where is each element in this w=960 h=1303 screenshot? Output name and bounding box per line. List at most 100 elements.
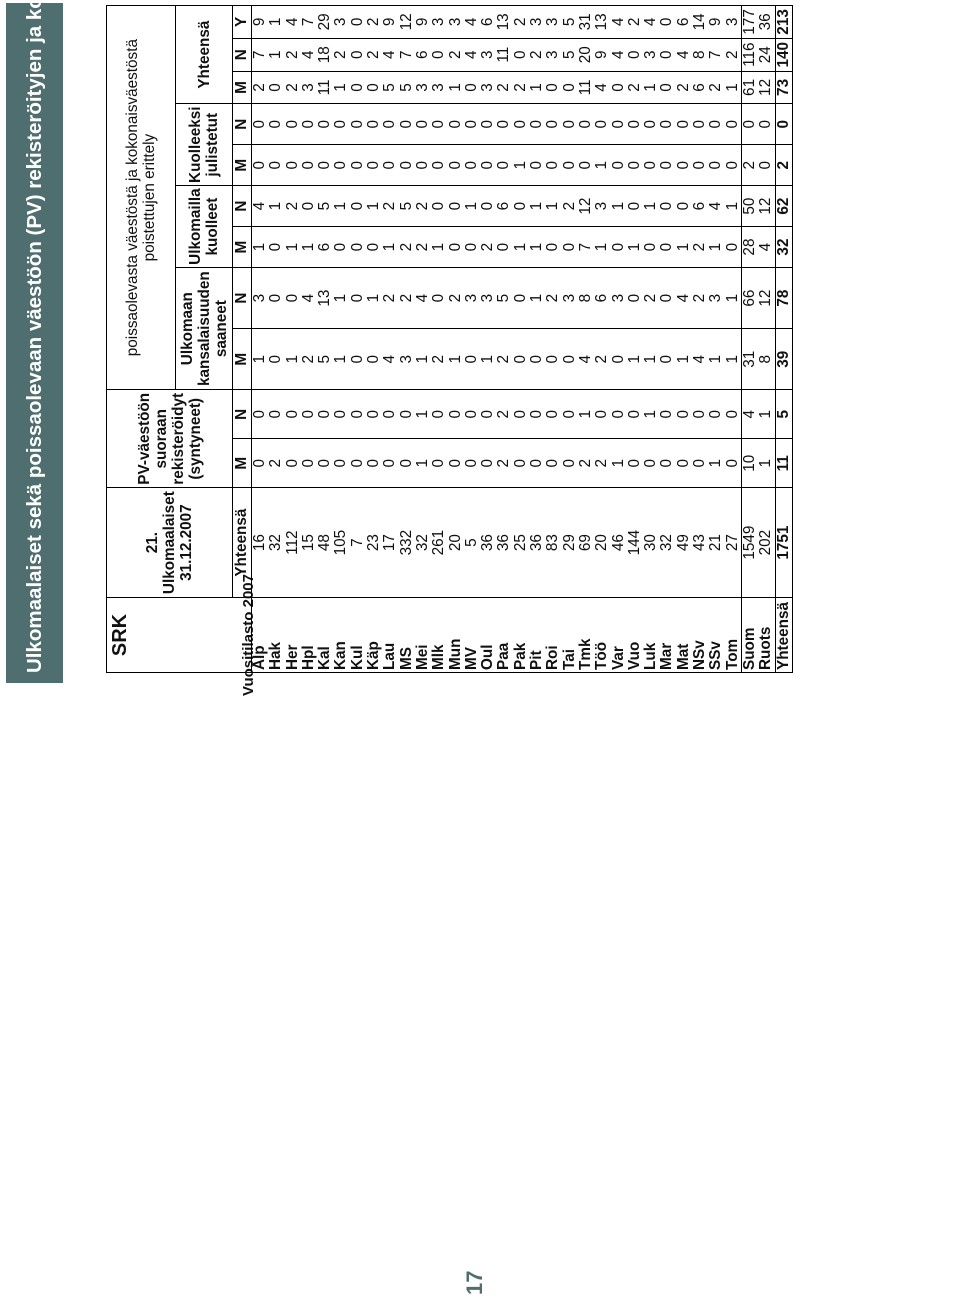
table-cell: 3 — [528, 5, 546, 39]
table-cell: 3 — [724, 5, 742, 39]
table-cell: 78 — [775, 267, 793, 329]
table-cell: 5 — [316, 328, 334, 390]
row-label: Mar — [658, 597, 676, 673]
table-cell: 39 — [775, 328, 793, 390]
table-cell: 2 — [365, 38, 383, 72]
table-cell: 3 — [479, 71, 497, 104]
table-cell: 1 — [512, 144, 530, 186]
table-cell: 24 — [757, 38, 775, 72]
table-row: Käp 23 0 0 0 1 0 1 0 0 0 2 2 — [365, 5, 383, 673]
table-cell: 36 — [479, 487, 497, 598]
table-cell: 0 — [365, 103, 383, 145]
table-cell: 1 — [267, 185, 285, 227]
table-cell: 2 — [691, 267, 709, 329]
table-cell: 2 — [495, 389, 513, 439]
table-cell: 1 — [642, 71, 660, 104]
table-cell: 0 — [610, 328, 627, 390]
table-row: Mar 32 0 0 0 0 0 0 0 0 0 0 0 — [658, 5, 676, 673]
table-cell: 1 — [284, 226, 301, 268]
table-cell: 0 — [381, 438, 399, 488]
table-cell: 0 — [300, 438, 318, 488]
table-cell: 0 — [381, 103, 399, 145]
table-cell: 0 — [658, 144, 676, 186]
table-cell: 2 — [284, 71, 301, 104]
table-cell: 1 — [267, 38, 285, 72]
table-cell: 0 — [610, 226, 627, 268]
table-cell: 0 — [251, 144, 269, 186]
table-cell: 1 — [414, 328, 432, 390]
table-row: Mlk 261 0 0 2 0 1 0 0 0 3 0 3 — [430, 5, 448, 673]
table-cell: 31 — [577, 5, 595, 39]
table-cell: 0 — [610, 144, 627, 186]
table-cell: 0 — [495, 226, 513, 268]
table-cell: 1751 — [775, 487, 793, 598]
table-cell: 4 — [593, 71, 611, 104]
table-cell: 0 — [577, 103, 595, 145]
table-cell: 1 — [577, 389, 595, 439]
table-cell: 12 — [757, 185, 775, 227]
table-cell: 0 — [332, 144, 350, 186]
table-cell: 0 — [707, 389, 725, 439]
table-cell: 202 — [757, 487, 775, 598]
table-cell: 2 — [707, 71, 725, 104]
table-cell: 4 — [741, 389, 759, 439]
table-cell: 3 — [398, 328, 415, 390]
table-cell: 0 — [398, 438, 415, 488]
table-cell: 1 — [332, 71, 350, 104]
table-cell: 0 — [561, 144, 578, 186]
table-cell: 1 — [430, 226, 448, 268]
table-cell: 73 — [775, 71, 793, 104]
m-col-header: M — [232, 144, 252, 186]
table-cell: 0 — [267, 389, 285, 439]
table-cell: 3 — [300, 71, 318, 104]
table-cell: 3 — [430, 71, 448, 104]
table-cell: 0 — [528, 389, 546, 439]
table-cell: 46 — [610, 487, 627, 598]
table-cell: 0 — [284, 438, 301, 488]
m-col-header: M — [232, 438, 252, 488]
table-cell: 0 — [642, 144, 660, 186]
table-cell: 0 — [512, 328, 530, 390]
table-cell: 4 — [757, 226, 775, 268]
table-cell: 4 — [675, 267, 693, 329]
table-cell: 0 — [430, 103, 448, 145]
table-cell: 9 — [414, 5, 432, 39]
table-cell: 0 — [316, 103, 334, 145]
table-cell: 1 — [365, 185, 383, 227]
table-cell: 0 — [398, 389, 415, 439]
table-cell: 0 — [593, 389, 611, 439]
citizenship-header: Ulkomaan kansalaisuuden saaneet — [175, 267, 233, 390]
table-cell: 36 — [495, 487, 513, 598]
table-cell: 0 — [463, 226, 481, 268]
table-cell: 1 — [757, 438, 775, 488]
table-cell: 177 — [741, 5, 759, 39]
table-cell: 3 — [544, 38, 562, 72]
table-cell: 1 — [381, 226, 399, 268]
table-cell: 2 — [691, 226, 709, 268]
table-cell: 4 — [577, 328, 595, 390]
table-cell: 0 — [642, 103, 660, 145]
table-cell: 0 — [267, 71, 285, 104]
srk-header: SRK — [106, 597, 252, 673]
table-cell: 4 — [300, 267, 318, 329]
table-cell: 5 — [463, 487, 481, 598]
table-cell: 1 — [724, 71, 742, 104]
table-cell: 1 — [642, 185, 660, 227]
row-label: Lau — [381, 597, 399, 673]
table-cell: 32 — [414, 487, 432, 598]
table-cell: 0 — [658, 226, 676, 268]
table-cell: 1 — [707, 328, 725, 390]
table-cell: 0 — [724, 103, 742, 145]
table-cell: 36 — [528, 487, 546, 598]
table-cell: 2 — [495, 71, 513, 104]
table-cell: 1 — [610, 438, 627, 488]
table-cell: 49 — [675, 487, 693, 598]
table-cell: 0 — [479, 144, 497, 186]
table-cell: 0 — [365, 438, 383, 488]
table-cell: 1 — [447, 328, 464, 390]
table-cell: 6 — [495, 185, 513, 227]
table-cell: 0 — [512, 267, 530, 329]
table-cell: 0 — [398, 144, 415, 186]
table-cell: 0 — [447, 144, 464, 186]
table-cell: 0 — [300, 103, 318, 145]
